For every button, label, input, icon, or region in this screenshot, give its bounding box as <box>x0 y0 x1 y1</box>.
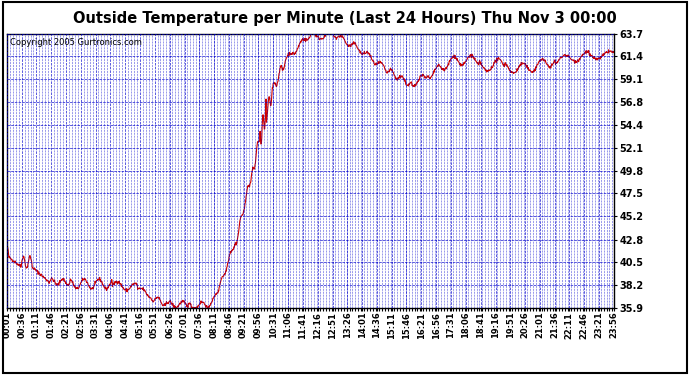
Text: Copyright 2005 Gurtronics.com: Copyright 2005 Gurtronics.com <box>10 38 142 47</box>
Text: Outside Temperature per Minute (Last 24 Hours) Thu Nov 3 00:00: Outside Temperature per Minute (Last 24 … <box>73 11 617 26</box>
